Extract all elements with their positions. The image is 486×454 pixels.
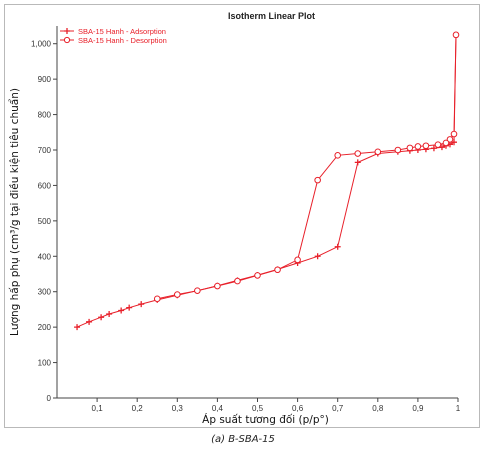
adsorption-point <box>430 145 437 152</box>
desorption-point <box>450 130 458 138</box>
adsorption-point <box>450 139 457 146</box>
desorption-point <box>354 150 362 157</box>
desorption-point <box>294 256 301 264</box>
adsorption-point <box>118 307 125 314</box>
y-tick-label: 600 <box>38 181 52 190</box>
y-tick-label: 1,000 <box>31 40 52 49</box>
y-tick-label: 0 <box>47 394 52 403</box>
x-tick-label: 0,5 <box>252 404 264 413</box>
adsorption-point <box>98 314 105 321</box>
y-tick-label: 300 <box>38 288 52 297</box>
isotherm-chart: Isotherm Linear Plot 0 100 200 300 400 500 600 7… <box>8 11 461 426</box>
desorption-point <box>274 266 281 274</box>
desorption-point <box>442 139 450 147</box>
desorption-point <box>334 152 342 159</box>
y-axis-label: Lượng hấp phụ (cm³/g tại điều kiện tiêu … <box>8 88 21 336</box>
x-axis-label: Áp suất tương đối (p/p°) <box>202 413 329 426</box>
x-tick-label: 0,6 <box>292 404 304 413</box>
desorption-point <box>254 272 261 279</box>
chart-frame <box>4 4 480 428</box>
legend-label: SBA-15 Hanh - Desorption <box>78 36 167 45</box>
x-tick-label: 1 <box>456 404 461 413</box>
y-tick-label: 900 <box>38 75 52 84</box>
x-tick-label: 0,3 <box>172 404 184 413</box>
adsorption-point <box>74 324 81 331</box>
desorption-point <box>194 287 201 294</box>
desorption-point <box>174 291 181 298</box>
x-tick-label: 0,1 <box>92 404 104 413</box>
x-tick-label: 0,7 <box>332 404 344 413</box>
desorption-point <box>406 144 414 152</box>
y-tick-label: 200 <box>38 323 52 332</box>
legend-marker-desorption <box>63 36 71 44</box>
legend-label: SBA-15 Hanh - Adsorption <box>78 27 166 36</box>
adsorption-point <box>354 159 361 166</box>
adsorption-point <box>334 243 341 250</box>
desorption-point <box>434 141 442 148</box>
desorption-point <box>422 142 430 150</box>
desorption-point <box>234 277 241 285</box>
figure-caption: (a) B-SBA-15 <box>211 434 275 445</box>
x-tick-label: 0,8 <box>372 404 384 413</box>
series-line-desorption <box>157 34 457 300</box>
desorption-point <box>314 176 321 184</box>
x-tick-label: 0,2 <box>132 404 144 413</box>
x-tick-label: 0,4 <box>212 404 224 413</box>
desorption-point <box>153 295 161 303</box>
adsorption-point <box>86 318 93 325</box>
legend-marker-adsorption <box>64 28 70 34</box>
desorption-point <box>214 282 221 290</box>
y-tick-label: 800 <box>38 111 52 120</box>
adsorption-point <box>106 311 113 318</box>
desorption-point <box>374 148 382 156</box>
y-tick-label: 500 <box>38 217 52 226</box>
y-tick-label: 400 <box>38 252 52 261</box>
adsorption-point <box>314 253 321 260</box>
y-tick-label: 100 <box>38 359 52 368</box>
desorption-point <box>394 146 402 154</box>
y-tick-label: 700 <box>38 146 52 155</box>
adsorption-point <box>138 301 145 308</box>
adsorption-point <box>126 304 133 311</box>
desorption-point <box>414 143 422 150</box>
desorption-point <box>446 136 454 143</box>
x-tick-label: 0,9 <box>412 404 424 413</box>
chart-title: Isotherm Linear Plot <box>228 11 315 21</box>
desorption-point <box>452 31 460 39</box>
series-line-adsorption <box>76 34 457 328</box>
